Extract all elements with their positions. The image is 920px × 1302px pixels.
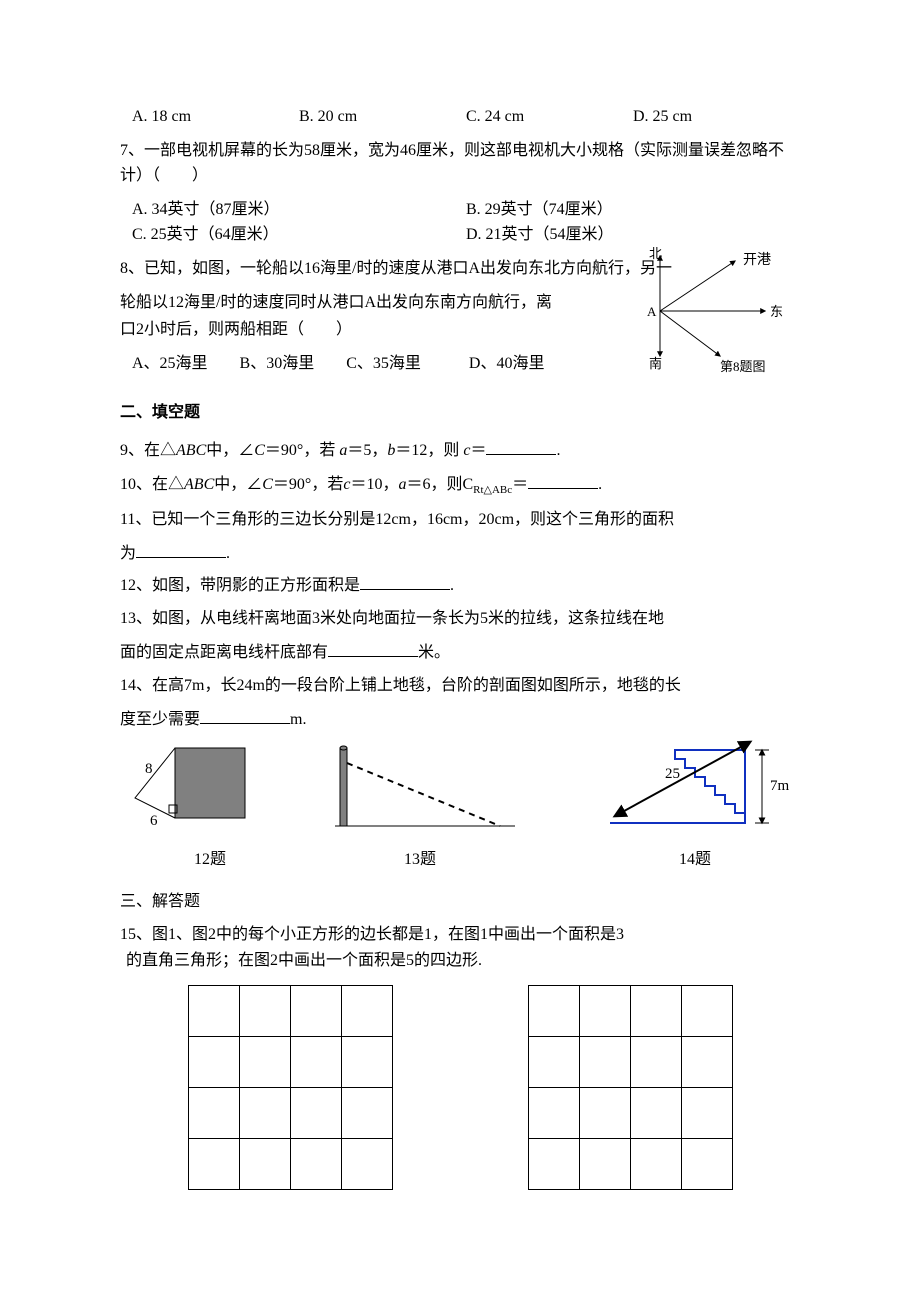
q10-pre: 10、在△ bbox=[120, 476, 184, 493]
q14-l1: 14、在高7m，长24m的一段台阶上铺上地毯，台阶的剖面图如图所示，地毯的长 bbox=[120, 673, 800, 699]
q14-l2-pre: 度至少需要 bbox=[120, 711, 200, 728]
figures-row: 8 6 12题 13题 bbox=[120, 738, 800, 872]
q10-tail: . bbox=[598, 476, 602, 493]
q15-grids bbox=[120, 985, 800, 1190]
q8-block: 8、已知，如图，一轮船以16海里/时的速度从港口A出发向东北方向航行，另一 轮船… bbox=[120, 256, 800, 376]
fig12-b: 6 bbox=[150, 813, 158, 829]
fig12: 8 6 12题 bbox=[120, 743, 250, 872]
q14-l2-tail: m. bbox=[290, 711, 306, 728]
q15-l1: 15、图1、图2中的每个小正方形的边长都是1，在图1中画出一个面积是3 bbox=[120, 922, 800, 948]
q6-opt-b: B. 20 cm bbox=[299, 104, 466, 130]
q8-caption: 第8题图 bbox=[720, 359, 766, 374]
fig14-h: 7m bbox=[770, 778, 790, 794]
q10-blank[interactable] bbox=[528, 472, 598, 489]
q9-m4: ＝12，则 bbox=[395, 442, 463, 459]
q9-pre: 9、在△ bbox=[120, 442, 176, 459]
q13-l2-tail: 米。 bbox=[418, 644, 450, 661]
q8-figure: 北 东 南 开港 A 第8题图 bbox=[625, 246, 800, 376]
q15-l2: 的直角三角形；在图2中画出一个面积是5的四边形. bbox=[120, 948, 800, 974]
q11-l1: 11、已知一个三角形的三边长分别是12cm，16cm，20cm，则这个三角形的面… bbox=[120, 507, 800, 533]
q6-opt-d: D. 25 cm bbox=[633, 104, 800, 130]
q14-blank[interactable] bbox=[200, 707, 290, 724]
q9-tail: . bbox=[556, 442, 560, 459]
q8-east-label: 东 bbox=[770, 304, 783, 319]
q9-abc: ABC bbox=[176, 442, 206, 459]
q9-m2: ＝90°，若 bbox=[265, 442, 339, 459]
fig14-caption: 14题 bbox=[590, 847, 800, 873]
q7-options: A. 34英寸（87厘米） B. 29英寸（74厘米） C. 25英寸（64厘米… bbox=[120, 197, 800, 248]
q10-m4: ＝6，则C bbox=[406, 476, 473, 493]
q7-opt-c: C. 25英寸（64厘米） bbox=[132, 222, 466, 248]
q12-pre: 12、如图，带阴影的正方形面积是 bbox=[120, 577, 360, 594]
q7-opt-a: A. 34英寸（87厘米） bbox=[132, 197, 466, 223]
q10-sub: Rt△ABc bbox=[473, 484, 512, 496]
section-3-heading: 三、解答题 bbox=[120, 889, 800, 915]
q10-m1: 中，∠ bbox=[214, 476, 262, 493]
q7-opt-b: B. 29英寸（74厘米） bbox=[466, 197, 800, 223]
q9: 9、在△ABC中，∠C＝90°，若 a＝5，b＝12，则 c＝. bbox=[120, 438, 800, 464]
q12-blank[interactable] bbox=[360, 573, 450, 590]
section-2-heading: 二、填空题 bbox=[120, 400, 800, 426]
q8-port-label: 开港 bbox=[743, 252, 771, 268]
q6-opt-a: A. 18 cm bbox=[132, 104, 299, 130]
fig13: 13题 bbox=[320, 743, 520, 872]
fig12-caption: 12题 bbox=[170, 847, 250, 873]
q10: 10、在△ABC中，∠C＝90°，若c＝10，a＝6，则CRt△ABc＝. bbox=[120, 472, 800, 500]
q13-l1: 13、如图，从电线杆离地面3米处向地面拉一条长为5米的拉线，这条拉线在地 bbox=[120, 606, 800, 632]
q6-opt-c: C. 24 cm bbox=[466, 104, 633, 130]
q10-Cang: C bbox=[262, 476, 273, 493]
fig13-caption: 13题 bbox=[320, 847, 520, 873]
q11-l2-tail: . bbox=[226, 545, 230, 562]
fig14: 25 7m 14题 bbox=[590, 738, 800, 872]
q7-opt-d: D. 21英寸（54厘米） bbox=[466, 222, 800, 248]
q8-a-label: A bbox=[647, 304, 657, 319]
q9-m3: ＝5， bbox=[347, 442, 387, 459]
q14-l2: 度至少需要 m. bbox=[120, 707, 800, 733]
q12: 12、如图，带阴影的正方形面积是. bbox=[120, 573, 800, 599]
q6-options: A. 18 cm B. 20 cm C. 24 cm D. 25 cm bbox=[120, 104, 800, 130]
q15-grid-1[interactable] bbox=[188, 985, 393, 1190]
q10-m2: ＝90°，若 bbox=[273, 476, 343, 493]
q13-l2: 面的固定点距离电线杆底部有 米。 bbox=[120, 640, 800, 666]
fig14-hyp: 25 bbox=[665, 766, 680, 782]
q8-north-label: 北 bbox=[649, 246, 662, 261]
q12-tail: . bbox=[450, 577, 454, 594]
q9-blank[interactable] bbox=[486, 438, 556, 455]
q15-grid-2[interactable] bbox=[528, 985, 733, 1190]
q10-abc: ABC bbox=[184, 476, 214, 493]
q11-l2-pre: 为 bbox=[120, 545, 136, 562]
q7-text: 7、一部电视机屏幕的长为58厘米，宽为46厘米，则这部电视机大小规格（实际测量误… bbox=[120, 138, 800, 189]
q10-m3: ＝10， bbox=[350, 476, 398, 493]
q11-blank[interactable] bbox=[136, 541, 226, 558]
q9-m1: 中，∠ bbox=[206, 442, 254, 459]
fig12-a: 8 bbox=[145, 761, 153, 777]
q10-m5: ＝ bbox=[512, 476, 528, 493]
q9-m5: ＝ bbox=[470, 442, 486, 459]
q13-l2-pre: 面的固定点距离电线杆底部有 bbox=[120, 644, 328, 661]
q8-south-label: 南 bbox=[649, 356, 662, 371]
q13-blank[interactable] bbox=[328, 640, 418, 657]
q11-l2: 为. bbox=[120, 541, 800, 567]
q9-c-ang: C bbox=[254, 442, 265, 459]
